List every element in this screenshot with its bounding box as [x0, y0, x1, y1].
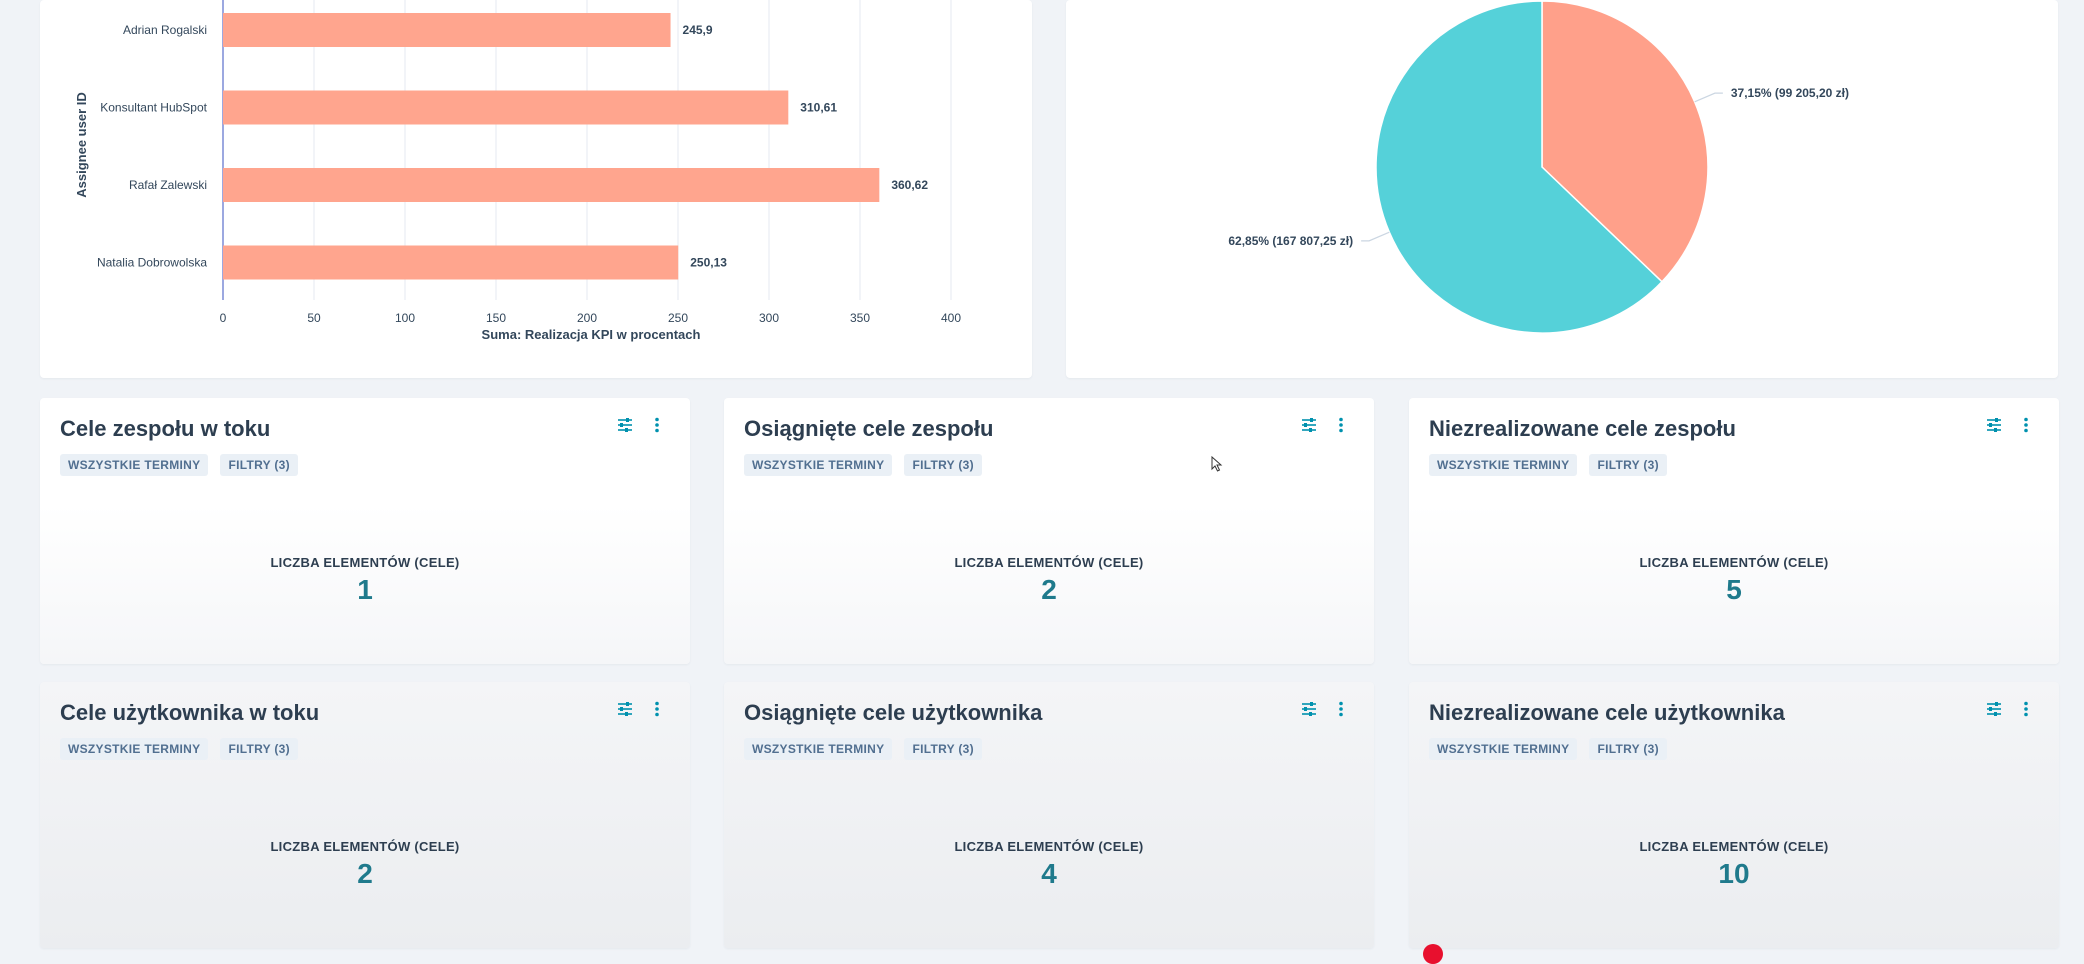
filters-tag[interactable]: FILTRY (3) — [904, 454, 982, 476]
bar-value-label: 360,62 — [891, 178, 928, 192]
metric-label: LICZBA ELEMENTÓW (CELE) — [270, 555, 460, 570]
pie-chart-panel: 37,15% (99 205,20 zł) 62,85% (167 807,25 … — [1066, 0, 2058, 378]
date-range-tag[interactable]: WSZYSTKIE TERMINY — [60, 738, 209, 760]
x-tick-label: 150 — [486, 311, 506, 325]
filters-tag[interactable]: FILTRY (3) — [904, 738, 982, 760]
bar[interactable] — [223, 245, 679, 280]
filter-settings-icon[interactable] — [616, 416, 634, 434]
card-title[interactable]: Cele użytkownika w toku — [60, 700, 320, 725]
y-category-label: Adrian Rogalski — [123, 23, 207, 37]
goal-metric-card: Osiągnięte cele użytkownika — [724, 682, 1374, 948]
goal-metric-card: Cele użytkownika w toku — [40, 682, 690, 948]
date-range-tag[interactable]: WSZYSTKIE TERMINY — [1429, 454, 1578, 476]
filter-settings-icon[interactable] — [1300, 700, 1318, 718]
pie-slice-label: 37,15% (99 205,20 zł) — [1731, 86, 1849, 100]
filters-tag[interactable]: FILTRY (3) — [1589, 738, 1667, 760]
more-options-icon[interactable] — [2017, 700, 2035, 718]
more-options-icon[interactable] — [648, 700, 666, 718]
pie-chart: 37,15% (99 205,20 zł) 62,85% (167 807,25 … — [1228, 0, 1849, 334]
pie-slice[interactable] — [1541, 0, 1709, 283]
filter-settings-icon[interactable] — [1300, 416, 1318, 434]
pie-leader-line — [1361, 231, 1390, 242]
card-title[interactable]: Osiągnięte cele zespołu — [744, 416, 994, 441]
metric-value: 1 — [357, 574, 373, 605]
goal-metric-card: Osiągnięte cele zespołu — [724, 398, 1374, 664]
kpi-bar-chart-panel: 245,9 310,61 360,62 250,13 Adrian Rogalski K… — [40, 0, 1032, 378]
card-title[interactable]: Niezrealizowane cele zespołu — [1429, 416, 1736, 441]
metric-value: 4 — [1041, 858, 1057, 889]
kpi-bar-chart: 245,9 310,61 360,62 250,13 Adrian Rogalski K… — [74, 0, 961, 342]
bar-value-label: 250,13 — [690, 256, 727, 270]
x-tick-label: 50 — [307, 311, 321, 325]
bar[interactable] — [223, 90, 789, 125]
x-tick-label: 250 — [668, 311, 688, 325]
card-title[interactable]: Niezrealizowane cele użytkownika — [1429, 700, 1785, 725]
goal-metric-card: Niezrealizowane cele użytkownika — [1409, 682, 2059, 948]
filter-settings-icon[interactable] — [1985, 700, 2003, 718]
filters-tag[interactable]: FILTRY (3) — [1589, 454, 1667, 476]
x-tick-label: 400 — [941, 311, 961, 325]
goal-metric-card: Cele zespołu w toku — [40, 398, 690, 664]
metric-value: 5 — [1726, 574, 1742, 605]
metric-label: LICZBA ELEMENTÓW (CELE) — [270, 839, 460, 854]
x-tick-label: 0 — [220, 311, 227, 325]
filter-settings-icon[interactable] — [1985, 416, 2003, 434]
more-options-icon[interactable] — [1332, 700, 1350, 718]
date-range-tag[interactable]: WSZYSTKIE TERMINY — [744, 738, 893, 760]
x-tick-label: 350 — [850, 311, 870, 325]
metric-label: LICZBA ELEMENTÓW (CELE) — [1639, 555, 1829, 570]
y-category-label: Rafał Zalewski — [129, 178, 207, 192]
y-category-label: Natalia Dobrowolska — [97, 256, 207, 270]
bar[interactable] — [223, 168, 880, 202]
x-axis-title: Suma: Realizacja KPI w procentach — [482, 327, 701, 342]
card-title[interactable]: Cele zespołu w toku — [60, 416, 271, 441]
bar-value-label: 310,61 — [800, 101, 837, 115]
metric-label: LICZBA ELEMENTÓW (CELE) — [954, 555, 1144, 570]
pie-slice-label: 62,85% (167 807,25 zł) — [1228, 234, 1353, 248]
recording-indicator-icon — [1423, 944, 1443, 964]
date-range-tag[interactable]: WSZYSTKIE TERMINY — [60, 454, 209, 476]
more-options-icon[interactable] — [2017, 416, 2035, 434]
metric-value: 2 — [1041, 574, 1057, 605]
goal-metric-card: Niezrealizowane cele zespołu — [1409, 398, 2059, 664]
bar[interactable] — [223, 13, 671, 47]
x-tick-label: 200 — [577, 311, 597, 325]
date-range-tag[interactable]: WSZYSTKIE TERMINY — [1429, 738, 1578, 760]
filter-settings-icon[interactable] — [616, 700, 634, 718]
y-axis-title: Assignee user ID — [74, 92, 89, 198]
card-title[interactable]: Osiągnięte cele użytkownika — [744, 700, 1043, 725]
filters-tag[interactable]: FILTRY (3) — [220, 738, 298, 760]
pie-leader-line — [1694, 92, 1723, 103]
mouse-cursor-icon — [1211, 456, 1223, 472]
x-tick-label: 100 — [395, 311, 415, 325]
more-options-icon[interactable] — [1332, 416, 1350, 434]
metric-label: LICZBA ELEMENTÓW (CELE) — [954, 839, 1144, 854]
date-range-tag[interactable]: WSZYSTKIE TERMINY — [744, 454, 893, 476]
metric-value: 2 — [357, 858, 373, 889]
x-tick-label: 300 — [759, 311, 779, 325]
more-options-icon[interactable] — [648, 416, 666, 434]
bar-value-label: 245,9 — [683, 23, 713, 37]
metric-value: 10 — [1718, 858, 1750, 889]
metric-label: LICZBA ELEMENTÓW (CELE) — [1639, 839, 1829, 854]
filters-tag[interactable]: FILTRY (3) — [220, 454, 298, 476]
y-category-label: Konsultant HubSpot — [100, 101, 207, 115]
